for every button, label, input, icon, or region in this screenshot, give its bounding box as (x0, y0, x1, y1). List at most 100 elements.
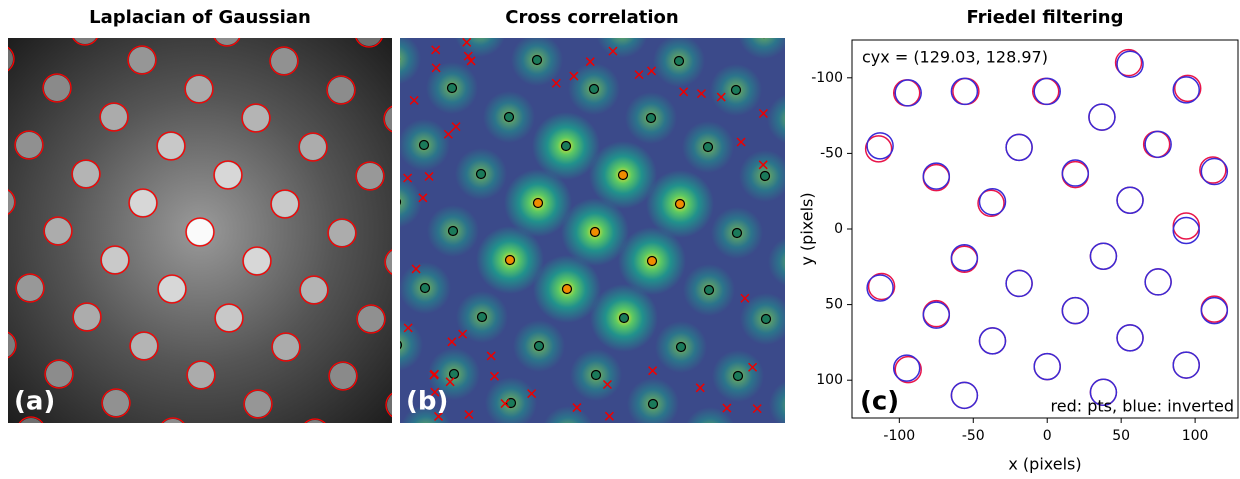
spot (8, 48, 13, 70)
markers (864, 48, 1229, 410)
rejected-peak (748, 362, 758, 372)
point (1199, 156, 1227, 184)
point (866, 132, 894, 160)
detected-peak (42, 73, 72, 103)
rejected-peak (434, 411, 444, 421)
point (950, 243, 979, 272)
peak-marker (503, 111, 515, 123)
point (1172, 216, 1200, 245)
peak-marker (647, 398, 659, 410)
peak-marker (789, 115, 798, 124)
xcorr-blob (400, 38, 421, 85)
log-image (8, 38, 392, 423)
xcorr-blob (454, 38, 506, 57)
x-tick-label: 100 (1182, 428, 1209, 444)
spot (188, 362, 214, 388)
detected-peak (241, 103, 271, 133)
panel-label: (a) (14, 387, 55, 417)
point (866, 274, 894, 302)
spot (215, 38, 239, 45)
detected-peak (384, 249, 392, 275)
point (892, 354, 921, 382)
spot (46, 361, 72, 387)
detected-peak (8, 46, 15, 72)
rejected-peak (489, 371, 500, 381)
xcorr-blob (400, 176, 422, 228)
peak-marker (418, 139, 430, 151)
rejected-peak (679, 87, 689, 97)
rejected-peak (736, 137, 746, 147)
point (1033, 352, 1061, 381)
point (950, 381, 979, 410)
spot (163, 419, 183, 423)
spot (385, 107, 392, 131)
detected-peak (383, 105, 392, 133)
point (1005, 133, 1033, 162)
detected-peak (326, 75, 356, 105)
spot (101, 104, 127, 130)
spot (44, 75, 70, 101)
detected-peak (185, 217, 215, 247)
detected-peak (356, 304, 386, 334)
detected-peak (186, 360, 216, 390)
peak-marker (645, 112, 657, 124)
rejected-peak (486, 351, 496, 361)
rejected-peak (424, 171, 434, 181)
detected-peak (355, 38, 383, 48)
y-axis-label: y (pixels) (798, 192, 817, 265)
point (1172, 351, 1200, 379)
detected-peak (270, 189, 300, 219)
rejected-peak (431, 63, 441, 73)
spot (8, 333, 15, 357)
spot (386, 251, 392, 273)
peak-marker (617, 169, 629, 181)
spot (273, 334, 299, 360)
spot (271, 48, 297, 74)
rejected-peak (466, 56, 476, 66)
rejected-peak (409, 95, 419, 105)
point (894, 355, 922, 384)
point (1089, 242, 1118, 270)
point (978, 188, 1007, 216)
rejected-peak (445, 377, 455, 387)
spot (244, 248, 270, 274)
point (1089, 378, 1118, 407)
peak-marker (422, 427, 431, 436)
peak-marker (476, 311, 488, 323)
peak-marker (400, 340, 403, 350)
peak-marker (532, 197, 544, 209)
spot (243, 105, 269, 131)
xcorr-blob (401, 405, 451, 423)
peak-marker (533, 340, 545, 352)
point (867, 272, 896, 301)
rejected-peak (602, 379, 612, 390)
point (1088, 103, 1116, 131)
spot (306, 420, 324, 423)
peak-marker (419, 282, 431, 294)
peak-marker (675, 341, 687, 353)
spot (357, 38, 381, 46)
xcorr-blob (686, 407, 734, 423)
y-tick-label: 100 (816, 372, 843, 388)
detected-peak (72, 38, 98, 46)
x-tick-label: -100 (883, 428, 915, 444)
spot (215, 162, 241, 188)
rejected-peak (411, 264, 421, 274)
point (1116, 186, 1144, 215)
detected-peak (129, 331, 159, 361)
rejected-peak (634, 70, 644, 80)
x-tick-label: 0 (1043, 428, 1052, 444)
detected-peak (269, 46, 299, 76)
point (922, 162, 951, 190)
detected-peak (99, 102, 129, 132)
peak-marker (504, 254, 516, 266)
point (977, 189, 1005, 218)
detected-peak (157, 274, 187, 304)
peak-marker (702, 141, 714, 153)
panel-title: Cross correlation (505, 7, 678, 28)
detected-peak (304, 418, 326, 423)
rejected-peak (716, 92, 726, 102)
spot (74, 38, 96, 44)
peak-marker (561, 283, 573, 295)
panel-title: Friedel filtering (967, 7, 1124, 28)
